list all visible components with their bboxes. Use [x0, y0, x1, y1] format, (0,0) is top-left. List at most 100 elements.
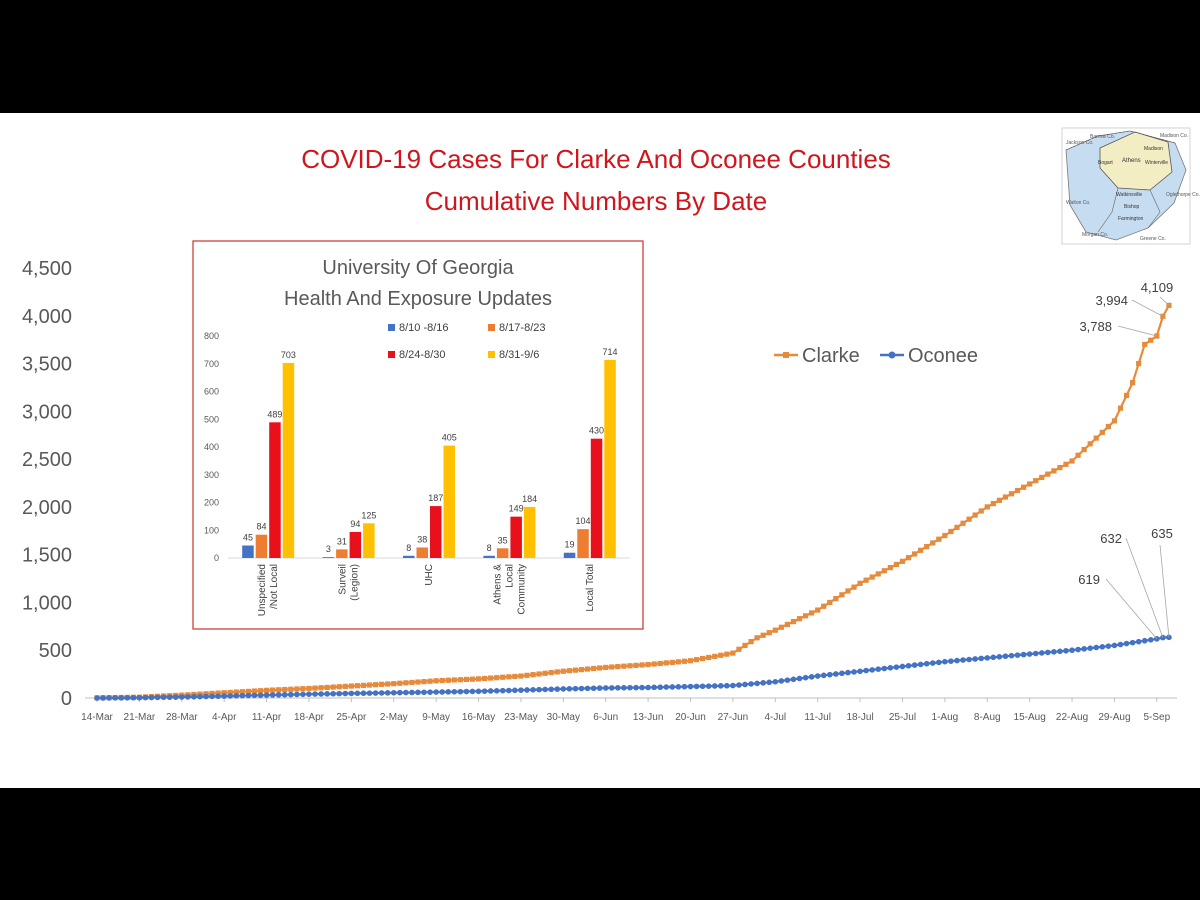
y-tick-label: 3,500 [22, 354, 72, 376]
x-tick-label: 13-Jun [633, 712, 664, 723]
data-point-oconee [929, 660, 936, 666]
data-point-clarke [251, 688, 258, 694]
data-point-oconee [1135, 638, 1142, 645]
data-point-oconee [197, 693, 203, 700]
data-point-oconee [124, 694, 131, 701]
data-point-clarke [312, 685, 318, 691]
data-point-oconee [936, 659, 942, 666]
inset-bar [416, 547, 428, 558]
inset-bar [322, 557, 335, 558]
data-point-oconee [263, 692, 270, 698]
data-point-oconee [984, 655, 991, 661]
data-point-oconee [1105, 643, 1112, 649]
data-point-clarke [239, 689, 245, 695]
inset-y-tick-label: 400 [204, 442, 219, 452]
data-point-oconee [663, 684, 670, 690]
data-point-oconee [354, 690, 361, 697]
data-point-clarke [372, 682, 379, 688]
inset-data-label: 430 [589, 426, 604, 436]
data-point-oconee [318, 691, 324, 697]
data-point-oconee [705, 683, 712, 689]
data-point-clarke [1123, 392, 1130, 399]
data-point-clarke [996, 497, 1002, 503]
data-point-oconee [130, 694, 137, 701]
data-point-clarke [657, 660, 663, 667]
data-point-clarke [1148, 337, 1154, 343]
data-point-oconee [905, 662, 912, 669]
data-point-clarke [615, 664, 621, 670]
data-point-clarke [1069, 458, 1075, 464]
data-point-oconee [736, 682, 742, 688]
x-tick-label: 21-Mar [124, 712, 156, 723]
data-point-clarke [730, 650, 736, 656]
data-point-clarke [802, 613, 809, 619]
y-tick-label: 2,500 [22, 449, 72, 471]
data-point-clarke [282, 686, 288, 693]
data-point-clarke [706, 654, 712, 661]
map-label: Watkinsville [1116, 192, 1142, 198]
data-point-clarke [851, 584, 857, 590]
legend-marker-clarke [783, 352, 789, 358]
data-point-oconee [415, 689, 421, 696]
annotation-leader [1159, 544, 1170, 638]
y-tick-label: 4,500 [22, 258, 72, 280]
letterbox-top [0, 0, 1200, 113]
inset-category-label: Athens & [492, 564, 503, 605]
data-point-oconee [239, 692, 246, 699]
data-point-clarke [663, 660, 669, 666]
data-point-oconee [548, 686, 555, 693]
annotation-leader [1105, 578, 1158, 640]
data-point-oconee [324, 691, 330, 697]
data-point-clarke [681, 658, 688, 664]
x-tick-label: 25-Jul [889, 712, 916, 723]
data-point-oconee [1038, 650, 1045, 656]
data-point-oconee [978, 655, 985, 662]
inset-category-label: Surveil [338, 564, 349, 595]
data-point-clarke [360, 682, 367, 688]
annotation-label: 3,994 [1095, 293, 1128, 308]
data-point-clarke [354, 683, 361, 689]
data-point-oconee [499, 687, 506, 694]
data-point-clarke [863, 577, 869, 583]
data-point-oconee [106, 695, 112, 701]
data-point-oconee [621, 684, 627, 691]
data-point-oconee [1093, 644, 1100, 651]
data-point-oconee [851, 669, 857, 675]
data-point-clarke [954, 524, 960, 530]
data-point-oconee [524, 687, 530, 693]
x-tick-label: 8-Aug [974, 712, 1001, 723]
data-point-oconee [657, 684, 664, 691]
data-point-oconee [421, 689, 427, 696]
data-point-oconee [572, 685, 579, 692]
data-point-clarke [972, 512, 978, 518]
data-point-oconee [766, 679, 773, 686]
x-tick-label: 22-Aug [1056, 712, 1088, 723]
legend-label-oconee: Oconee [908, 345, 978, 367]
data-point-oconee [990, 654, 997, 661]
data-point-oconee [294, 691, 300, 698]
data-point-clarke [597, 665, 603, 671]
data-point-oconee [457, 688, 464, 695]
data-point-oconee [760, 680, 766, 686]
data-point-clarke [227, 689, 233, 696]
data-point-clarke [633, 662, 639, 668]
data-point-oconee [136, 694, 143, 701]
data-point-oconee [185, 694, 191, 700]
x-tick-label: 25-Apr [336, 712, 367, 723]
data-point-oconee [857, 668, 863, 675]
chart-title-line2: Cumulative Numbers By Date [425, 186, 767, 216]
inset-bar [349, 531, 362, 558]
x-tick-label: 4-Jul [764, 712, 786, 723]
data-point-clarke [572, 667, 579, 673]
data-point-clarke [1087, 441, 1093, 447]
data-point-oconee [560, 686, 567, 692]
inset-bar [577, 529, 589, 558]
data-point-oconee [390, 689, 397, 696]
data-point-oconee [512, 687, 518, 694]
data-point-oconee [869, 667, 875, 673]
data-point-oconee [1069, 647, 1075, 654]
data-point-oconee [693, 683, 700, 690]
data-point-oconee [996, 653, 1003, 660]
data-point-oconee [142, 694, 149, 701]
inset-bar [336, 549, 348, 558]
